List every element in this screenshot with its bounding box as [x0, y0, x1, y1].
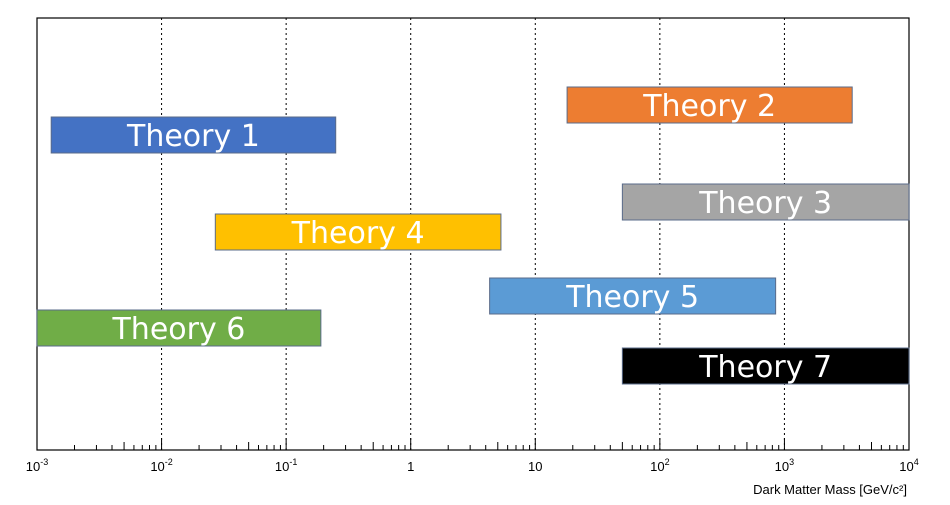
x-axis-ticks	[36, 438, 910, 450]
theory-bar-label: Theory 3	[698, 186, 832, 221]
theory-bar-label: Theory 4	[291, 216, 425, 251]
theory-bar-label: Theory 6	[111, 312, 245, 347]
theory-bar	[50, 116, 337, 154]
theory-bar	[621, 183, 910, 221]
x-tick-label: 10-3	[26, 457, 48, 474]
x-axis-tick-labels: 10-3 10-2 10-1 1 10 102 103 104	[26, 457, 919, 474]
x-tick-label: 10-1	[275, 457, 297, 474]
theory-bar-label: Theory 7	[698, 350, 832, 385]
theory-bar-label: Theory 5	[565, 280, 699, 315]
x-tick-label: 10	[528, 459, 542, 474]
x-axis-title: Dark Matter Mass [GeV/c²]	[753, 482, 907, 497]
theory-bar-label: Theory 1	[126, 119, 260, 154]
theory-bar	[566, 86, 853, 124]
x-tick-label: 103	[775, 457, 794, 474]
x-tick-label: 1	[407, 459, 414, 474]
theory-bars: Theory 2 Theory 1 Theory 3 Theory 4 Theory 5…	[36, 86, 910, 385]
theory-bar	[489, 277, 777, 315]
theory-bar	[621, 347, 910, 385]
theory-bar	[214, 213, 502, 251]
theory-bar	[36, 309, 322, 347]
x-tick-label: 104	[899, 457, 918, 474]
theory-bar-label: Theory 2	[642, 89, 776, 124]
x-tick-label: 10-2	[150, 457, 172, 474]
x-tick-label: 102	[650, 457, 669, 474]
